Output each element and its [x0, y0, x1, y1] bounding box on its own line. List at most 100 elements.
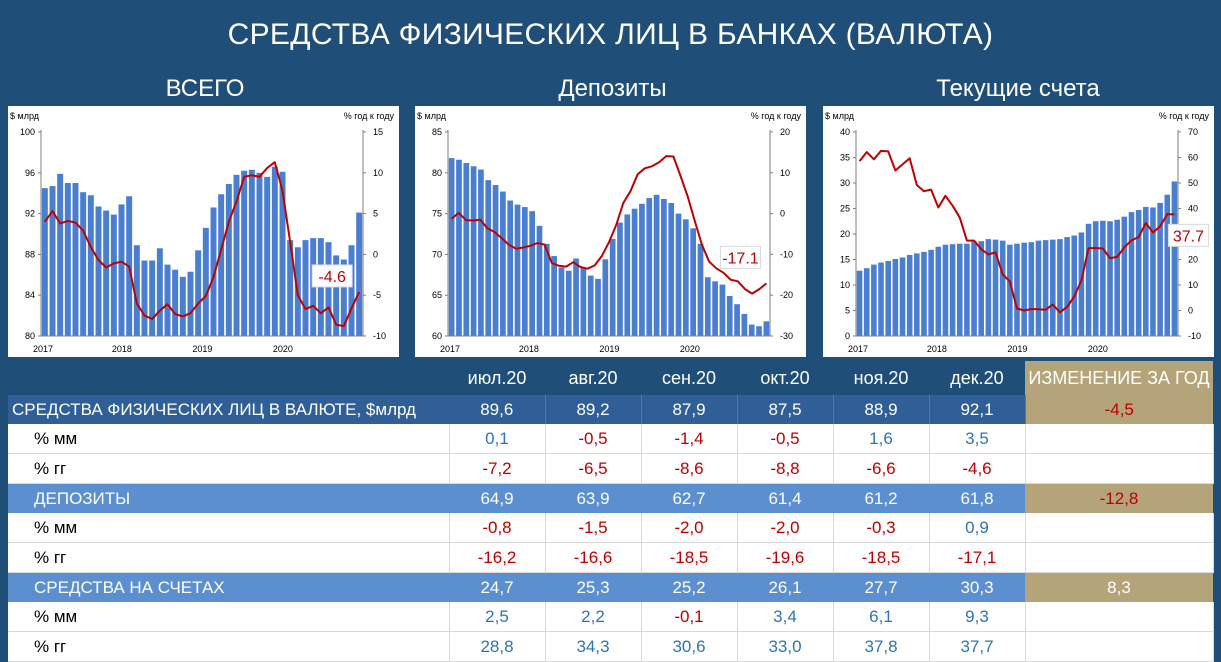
bar — [57, 173, 64, 336]
table-cell: 89,2 — [545, 395, 642, 424]
bar — [87, 195, 94, 336]
bar — [340, 259, 347, 336]
bar — [1028, 242, 1035, 336]
bar — [500, 191, 506, 336]
bar — [631, 208, 638, 336]
change-cell — [1025, 542, 1214, 573]
bar — [906, 254, 913, 336]
table-cell: -6,5 — [545, 453, 642, 484]
bar — [682, 219, 689, 336]
bar — [602, 259, 609, 336]
bar — [149, 260, 156, 336]
change-cell — [1025, 453, 1214, 484]
bar — [956, 243, 963, 336]
bar — [863, 268, 870, 336]
right-tick-label: -5 — [373, 290, 381, 300]
bar — [118, 204, 125, 336]
table-cell: 2,2 — [545, 602, 642, 632]
table-cell: -19,6 — [737, 542, 834, 573]
bar — [49, 186, 56, 336]
annotation-label: -4.6 — [311, 264, 353, 288]
bar — [485, 180, 492, 336]
bar — [72, 183, 79, 336]
bar — [1071, 235, 1078, 336]
bar — [675, 213, 682, 336]
table-cell: 92,1 — [929, 395, 1026, 424]
column-header: авг.20 — [568, 367, 618, 388]
change-cell: -12,8 — [1025, 483, 1213, 513]
bar — [64, 183, 71, 336]
left-tick-label: 15 — [840, 255, 850, 265]
bar — [536, 225, 543, 336]
bar — [241, 170, 248, 336]
table-row: СРЕДСТВА ФИЗИЧЕСКИХ ЛИЦ В ВАЛЮТЕ, $млрд 8… — [8, 395, 1213, 424]
bar — [1114, 219, 1120, 336]
right-tick-label: 40 — [1188, 204, 1198, 214]
table-cell: -16,6 — [545, 542, 642, 573]
table-cell: 3,4 — [737, 602, 834, 632]
left-tick-label: 80 — [25, 331, 35, 341]
change-cell — [1025, 424, 1214, 454]
bar — [141, 260, 148, 336]
right-axis-label: % год к году — [751, 111, 802, 121]
table-cell: 25,2 — [641, 572, 737, 602]
bar — [653, 194, 660, 336]
bar — [543, 243, 550, 336]
chart-deposits-svg: $ млрд % год к году 85 80 75 70 65 60 20 10 0 -10 -2… — [417, 111, 802, 354]
table-cell: -17,1 — [929, 542, 1026, 573]
bar — [763, 321, 770, 336]
bar — [463, 163, 470, 336]
bar — [734, 304, 740, 336]
bar — [1064, 237, 1070, 336]
row-label: СРЕДСТВА НА СЧЕТАХ — [8, 572, 449, 602]
table-cell: 61,8 — [929, 483, 1025, 513]
left-tick-label: 75 — [432, 209, 442, 219]
left-tick-label: 92 — [25, 209, 35, 219]
bar — [892, 258, 899, 336]
bar — [1171, 181, 1178, 336]
bar — [1092, 221, 1099, 336]
table-cell: 2,5 — [449, 602, 546, 632]
table-cell: 24,7 — [449, 572, 545, 602]
row-label: % мм — [8, 513, 450, 543]
bar — [1121, 216, 1128, 336]
bar — [225, 184, 232, 336]
right-tick-label: 70 — [1188, 127, 1198, 137]
bar — [719, 284, 726, 336]
bar — [646, 198, 653, 336]
table-cell: 37,8 — [833, 631, 930, 662]
table-cell: 87,5 — [737, 395, 834, 424]
bar — [661, 198, 667, 336]
bar — [1014, 243, 1020, 336]
chart-total-svg: $ млрд % год к году 100 96 92 88 84 80 15 10 5 0 -5 -… — [10, 111, 394, 354]
bar — [264, 176, 271, 336]
bar — [133, 245, 140, 336]
bar — [748, 324, 755, 336]
bar — [1164, 194, 1171, 336]
bar — [1135, 210, 1142, 336]
table-cell: 64,9 — [449, 483, 545, 513]
table-row: ДЕПОЗИТЫ 64,9 63,9 62,7 61,4 61,2 61,8 -12,8 — [8, 483, 1213, 513]
table-corner — [8, 361, 449, 395]
annotation-text: -17.1 — [722, 250, 759, 267]
column-header: сен.20 — [662, 367, 716, 388]
right-tick-label: 10 — [1188, 280, 1198, 290]
row-label: СРЕДСТВА ФИЗИЧЕСКИХ ЛИЦ В ВАЛЮТЕ, $млрд — [8, 395, 449, 424]
bar — [617, 222, 623, 336]
table-row: % гг -7,2 -6,5 -8,6 -8,8 -6,6 -4,6 — [8, 453, 1214, 484]
table-cell: -0,8 — [449, 513, 546, 543]
bar — [279, 171, 286, 336]
column-header: дек.20 — [950, 367, 1004, 388]
bar — [885, 261, 891, 336]
table-cell: 28,8 — [449, 631, 546, 662]
bar — [964, 243, 970, 336]
table-cell: 3,5 — [929, 424, 1026, 454]
left-tick-label: 35 — [840, 153, 850, 163]
column-header: июл.20 — [467, 367, 527, 388]
bar — [1057, 239, 1063, 336]
bar — [1128, 212, 1135, 336]
x-tick-label: 2020 — [273, 344, 293, 354]
bar — [333, 255, 340, 336]
x-tick-label: 2020 — [680, 344, 700, 354]
bar — [110, 214, 117, 336]
